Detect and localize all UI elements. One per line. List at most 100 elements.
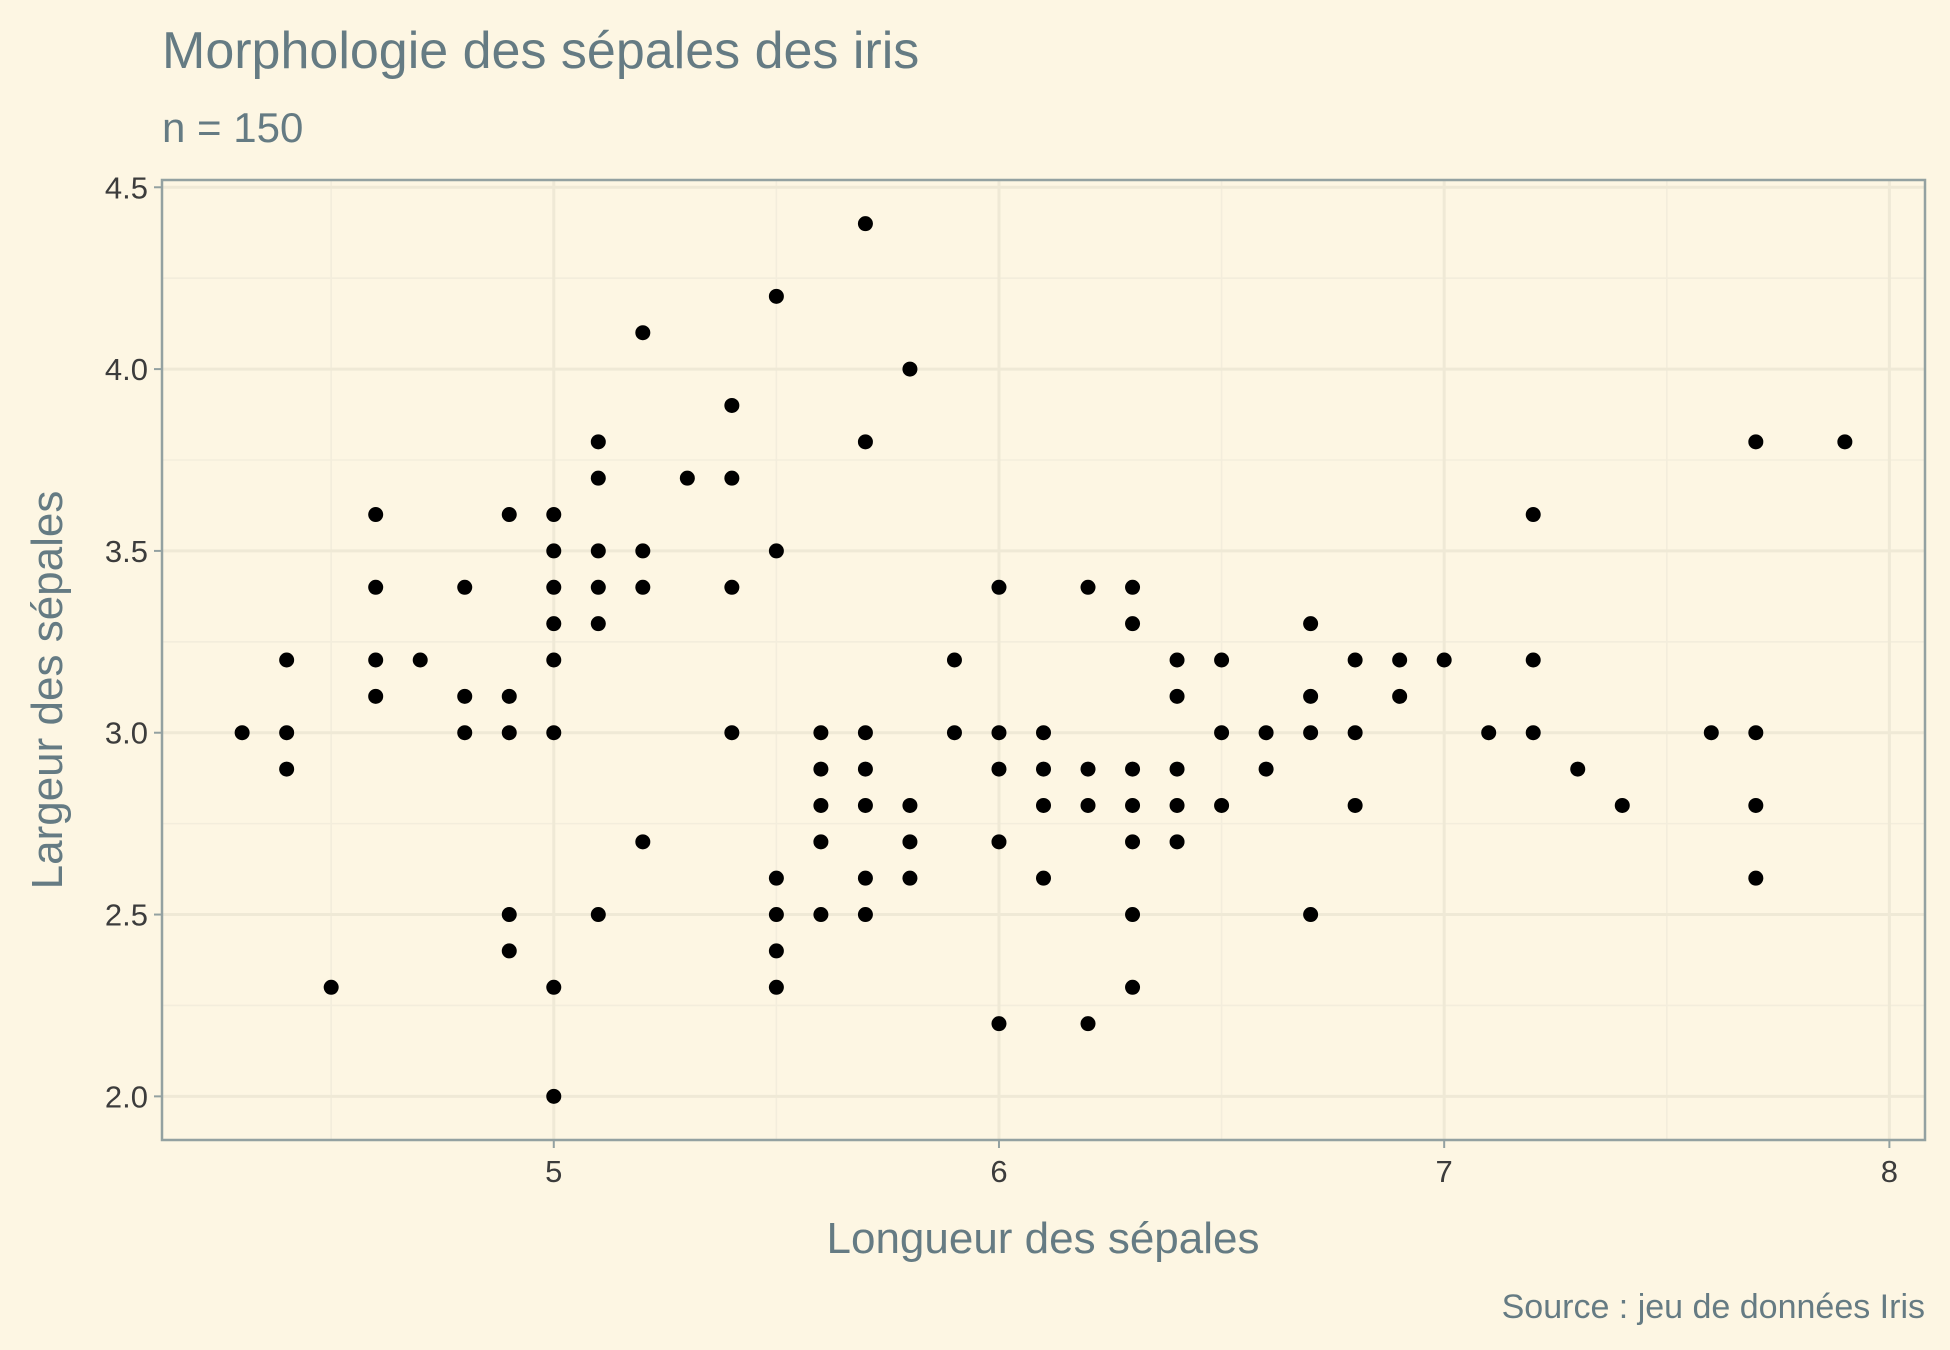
data-point [813, 725, 829, 741]
y-tick-label: 2.0 [105, 1079, 148, 1114]
data-point [279, 761, 295, 777]
data-point [1303, 616, 1319, 632]
data-point [1080, 761, 1096, 777]
data-point [1303, 907, 1319, 923]
data-points [234, 216, 1853, 1104]
data-point [1125, 979, 1141, 995]
data-point [1837, 434, 1853, 450]
data-point [368, 688, 384, 704]
data-point [1169, 652, 1185, 668]
data-point [1080, 797, 1096, 813]
x-tick-label: 8 [1881, 1154, 1898, 1189]
data-point [546, 979, 562, 995]
data-point [991, 1016, 1007, 1032]
data-point [635, 543, 651, 559]
data-point [501, 907, 517, 923]
data-point [813, 797, 829, 813]
data-point [857, 761, 873, 777]
data-point [1525, 725, 1541, 741]
data-point [724, 725, 740, 741]
data-point [1036, 870, 1051, 886]
data-point [1392, 652, 1408, 668]
x-axis-label: Longueur des sépales [827, 1214, 1260, 1263]
data-point [1214, 797, 1230, 813]
data-point [501, 688, 517, 704]
data-point [1570, 761, 1586, 777]
y-axis-label: Largeur des sépales [23, 491, 72, 890]
data-point [501, 943, 517, 959]
data-point [590, 579, 606, 595]
data-point [1125, 761, 1141, 777]
data-point [902, 361, 918, 377]
data-point [590, 434, 606, 450]
data-point [1125, 907, 1141, 923]
data-point [902, 834, 918, 850]
data-point [857, 797, 873, 813]
data-point [768, 543, 784, 559]
panel-border [160, 178, 1927, 1142]
data-point [768, 870, 784, 886]
data-point [457, 725, 473, 741]
data-point [279, 652, 295, 668]
data-point [724, 579, 740, 595]
data-point [1080, 1016, 1096, 1032]
data-point [857, 907, 873, 923]
data-point [546, 652, 562, 668]
chart-title: Morphologie des sépales des iris [162, 22, 919, 80]
data-point [1748, 870, 1764, 886]
data-point [768, 943, 784, 959]
data-point [501, 507, 517, 523]
data-point [635, 325, 651, 341]
data-point [1481, 725, 1497, 741]
data-point [1748, 434, 1764, 450]
data-point [590, 616, 606, 632]
data-point [412, 652, 428, 668]
data-point [1036, 761, 1051, 777]
data-point [813, 761, 829, 777]
x-tick-label: 5 [545, 1154, 562, 1189]
data-point [1525, 507, 1541, 523]
data-point [1169, 834, 1185, 850]
data-point [1169, 761, 1185, 777]
data-point [546, 507, 562, 523]
data-point [546, 543, 562, 559]
data-point [368, 579, 384, 595]
data-point [991, 834, 1007, 850]
data-point [1258, 761, 1274, 777]
data-point [991, 579, 1007, 595]
data-point [768, 288, 784, 304]
chart-subtitle: n = 150 [162, 104, 303, 151]
data-point [1614, 797, 1630, 813]
data-point [501, 725, 517, 741]
data-point [1347, 725, 1363, 741]
y-tick-label: 4.0 [105, 352, 148, 387]
data-point [1703, 725, 1719, 741]
data-point [1347, 652, 1363, 668]
data-point [724, 470, 740, 486]
y-tick-label: 2.5 [105, 898, 148, 933]
x-tick-label: 6 [990, 1154, 1007, 1189]
data-point [635, 834, 651, 850]
data-point [768, 907, 784, 923]
data-point [857, 725, 873, 741]
y-tick-label: 3.0 [105, 716, 148, 751]
data-point [991, 725, 1007, 741]
data-point [635, 579, 651, 595]
data-point [368, 652, 384, 668]
data-point [1036, 797, 1051, 813]
data-point [1748, 797, 1764, 813]
data-point [1525, 652, 1541, 668]
data-point [991, 761, 1007, 777]
data-point [813, 834, 829, 850]
data-point [457, 579, 473, 595]
y-tick-label: 3.5 [105, 534, 148, 569]
data-point [1125, 797, 1141, 813]
data-point [1303, 688, 1319, 704]
data-point [1436, 652, 1452, 668]
data-point [902, 797, 918, 813]
data-point [857, 216, 873, 232]
data-point [724, 397, 740, 413]
data-point [1125, 616, 1141, 632]
axes: 5 6 7 8 2.0 2.5 3.0 3.5 4.0 4.5 [105, 170, 1927, 1189]
